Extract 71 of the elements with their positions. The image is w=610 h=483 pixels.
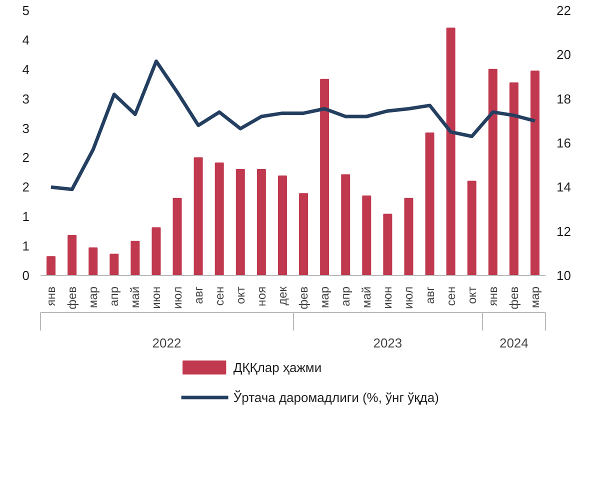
- x-tick-label: дек: [275, 286, 290, 306]
- y2-tick-label: 14: [556, 180, 571, 195]
- x-tick-label: июл: [170, 286, 184, 309]
- bar: [446, 28, 456, 276]
- bar: [530, 70, 540, 276]
- y-tick-label: 1: [22, 238, 30, 254]
- text: 2023: [373, 336, 402, 350]
- y-tick-label: 0: [22, 268, 30, 283]
- bar: [320, 78, 330, 276]
- bar: [236, 169, 245, 276]
- bar: [152, 227, 161, 276]
- bar: [194, 157, 203, 276]
- y2-tick-label: 12: [556, 224, 571, 239]
- legend-label: Ўртача даромадлиги (%, ўнг ўқда): [233, 390, 439, 405]
- bar: [341, 174, 350, 276]
- x-tick-label: мар: [528, 286, 542, 308]
- x-tick-label: янв: [486, 286, 500, 306]
- bar: [509, 82, 518, 276]
- y-tick-label: 4: [22, 62, 30, 77]
- bar: [404, 198, 414, 276]
- text: 2022: [152, 336, 182, 350]
- bar: [299, 193, 308, 276]
- x-tick-label: мар: [86, 286, 100, 308]
- x-tick-label: июл: [402, 286, 416, 309]
- x-tick-label: сен: [444, 286, 458, 306]
- x-tick-label: авг: [422, 286, 437, 304]
- x-tick-label: авг: [191, 286, 206, 304]
- y2-tick-label: 22: [556, 3, 571, 18]
- bar: [172, 198, 182, 276]
- bar: [256, 169, 266, 276]
- bar: [130, 240, 140, 276]
- x-tick-label: фев: [65, 286, 80, 310]
- bar: [46, 256, 56, 276]
- y-tick-label: 3: [22, 91, 30, 106]
- y2-tick-label: 18: [556, 91, 571, 106]
- x-tick-label: апр: [338, 286, 353, 306]
- text: 2024: [499, 336, 528, 350]
- x-tick-label: фев: [296, 286, 311, 310]
- x-tick-label: фев: [506, 286, 521, 310]
- y-tick-label: 3: [22, 120, 30, 136]
- x-tick-label: янв: [44, 286, 58, 306]
- x-tick-label: май: [128, 286, 142, 308]
- y-tick-label: 2: [22, 150, 30, 166]
- y-tick-label: 4: [22, 32, 30, 48]
- bar: [110, 254, 119, 276]
- line-series: [49, 60, 537, 192]
- x-tick-label: апр: [107, 286, 122, 306]
- x-tick-label: июн: [380, 286, 395, 309]
- bar: [214, 162, 224, 276]
- bar: [488, 68, 498, 276]
- x-tick-label: окт: [233, 286, 248, 304]
- x-tick-label: сен: [212, 286, 226, 306]
- y2-tick-label: 20: [556, 47, 571, 62]
- bar: [362, 196, 372, 276]
- bar: [68, 234, 77, 276]
- x-tick-label: окт: [464, 286, 479, 304]
- bar: [278, 175, 287, 276]
- bar: [467, 180, 476, 276]
- y2-tick-label: 10: [556, 268, 571, 283]
- bar: [425, 132, 434, 276]
- y2-tick-label: 16: [556, 136, 571, 150]
- y-tick-label: 5: [22, 3, 30, 18]
- bar: [383, 214, 392, 276]
- x-tick-label: ноя: [254, 286, 268, 306]
- x-tick-label: мар: [318, 286, 332, 308]
- x-tick-label: июн: [149, 286, 164, 309]
- y-tick-label: 1: [22, 209, 30, 224]
- bar: [88, 247, 98, 276]
- legend-label: ДҚҚлар ҳажми: [233, 360, 322, 375]
- x-tick-label: май: [360, 286, 374, 308]
- y-tick-label: 2: [22, 180, 30, 195]
